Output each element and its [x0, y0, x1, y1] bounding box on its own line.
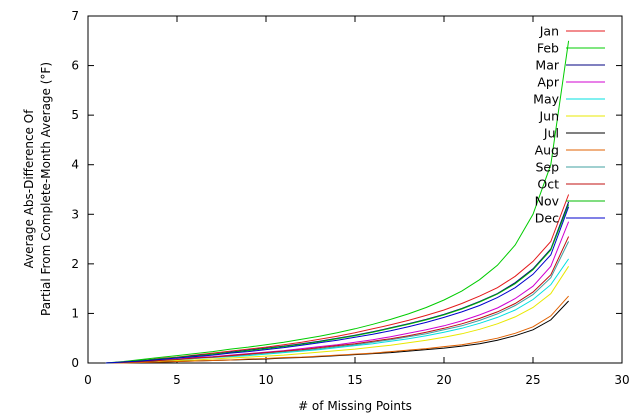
- legend-label-feb: Feb: [537, 41, 559, 56]
- legend-label-may: May: [533, 92, 559, 107]
- y-tick-label: 1: [71, 306, 79, 320]
- y-tick-label: 3: [71, 207, 79, 221]
- series-line-jul: [105, 300, 569, 364]
- series-line-nov: [105, 204, 570, 364]
- legend-label-sep: Sep: [535, 160, 559, 175]
- y-tick-label: 7: [71, 9, 79, 23]
- series-line-aug: [105, 295, 569, 364]
- series-lines: [105, 40, 570, 364]
- legend-label-oct: Oct: [537, 177, 559, 192]
- series-line-jun: [105, 266, 570, 364]
- legend-label-jan: Jan: [539, 24, 559, 39]
- x-tick-label: 15: [347, 373, 362, 387]
- legend-label-nov: Nov: [535, 194, 560, 209]
- y-tick-label: 0: [71, 356, 79, 370]
- legend-label-jun: Jun: [538, 109, 559, 124]
- y-tick-label: 4: [71, 158, 79, 172]
- series-line-oct: [105, 236, 570, 364]
- legend: Jan Feb Mar Apr May Jun Jul Aug Sep Oct Nov Dec: [533, 24, 605, 226]
- y-axis-title-line-2: Partial From Complete-Month Average (°F): [39, 62, 53, 316]
- series-line-feb: [105, 40, 570, 364]
- axis-ticks: 0 5 10 15 20 25 30 0 1 2 3 4 5 6 7: [71, 9, 629, 387]
- x-tick-label: 10: [258, 373, 273, 387]
- legend-label-dec: Dec: [535, 211, 559, 226]
- y-tick-label: 2: [71, 257, 79, 271]
- y-tick-label: 5: [71, 108, 79, 122]
- legend-label-jul: Jul: [543, 126, 559, 141]
- x-tick-label: 0: [84, 373, 92, 387]
- series-line-dec: [105, 206, 570, 364]
- legend-label-apr: Apr: [537, 75, 559, 90]
- x-axis-title: # of Missing Points: [298, 399, 412, 413]
- y-axis-title-line-1: Average Abs-Difference Of: [22, 109, 36, 269]
- legend-label-mar: Mar: [535, 58, 559, 73]
- x-tick-label: 5: [173, 373, 181, 387]
- legend-label-aug: Aug: [535, 143, 559, 158]
- y-tick-label: 6: [71, 59, 79, 73]
- x-tick-label: 30: [614, 373, 629, 387]
- x-tick-label: 25: [525, 373, 540, 387]
- x-tick-label: 20: [436, 373, 451, 387]
